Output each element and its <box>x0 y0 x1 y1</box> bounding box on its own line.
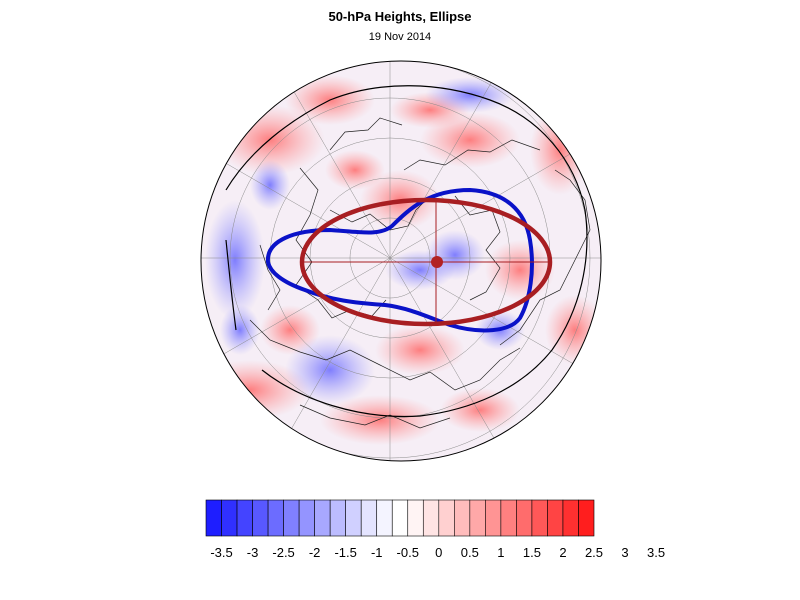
colorbar-tick-label: 2.5 <box>585 545 603 560</box>
positive-anomaly-region <box>325 150 385 190</box>
colorbar-tick-label: -0.5 <box>397 545 419 560</box>
colorbar-swatch <box>329 499 346 537</box>
negative-anomaly-region <box>425 230 485 280</box>
negative-anomaly-region <box>220 305 260 355</box>
colorbar-tick-label: 0.5 <box>461 545 479 560</box>
colorbar-swatch <box>485 499 502 537</box>
colorbar-swatch <box>360 499 378 537</box>
positive-anomaly-region <box>320 395 440 445</box>
colorbar-swatch <box>547 499 564 537</box>
colorbar-swatch <box>407 499 424 537</box>
colorbar-tick-label: 2 <box>559 545 566 560</box>
colorbar-tick-label: -3.5 <box>210 545 232 560</box>
colorbar-tick-label: 1.5 <box>523 545 541 560</box>
chart-title: 50-hPa Heights, Ellipse <box>328 9 472 24</box>
vortex-edge-contour <box>265 187 534 333</box>
positive-anomaly-region <box>440 388 520 432</box>
colorbar-swatch <box>314 499 331 537</box>
colorbar-tick-label: 0 <box>435 545 442 560</box>
ellipse-center-marker <box>431 256 443 268</box>
colorbar-swatch <box>578 499 595 537</box>
colorbar-swatch <box>438 499 455 537</box>
colorbar-tick-label: -1.5 <box>334 545 356 560</box>
chart-subtitle: 19 Nov 2014 <box>368 31 432 43</box>
colorbar-swatch <box>376 499 393 537</box>
colorbar-swatch <box>298 499 315 537</box>
colorbar-tick-label: -3 <box>247 545 259 560</box>
colorbar-swatch <box>283 499 300 537</box>
colorbar-tick-label: -2.5 <box>272 545 294 560</box>
colorbar-swatch <box>252 499 269 537</box>
colorbar-tick-label: -1 <box>371 545 383 560</box>
colorbar-swatch <box>454 499 471 537</box>
colorbar-swatch <box>205 499 222 537</box>
colorbar-tick-label: 1 <box>497 545 504 560</box>
colorbar-swatch <box>345 499 362 537</box>
positive-anomaly-region <box>485 240 555 300</box>
colorbar-swatch <box>221 499 238 537</box>
colorbar-swatch <box>267 499 284 537</box>
colorbar-swatch <box>422 499 440 537</box>
reference-height-contours <box>225 85 588 418</box>
negative-anomaly-region <box>205 200 265 320</box>
colorbar-swatch <box>236 499 253 537</box>
colorbar-swatch <box>391 499 409 537</box>
colorbar-swatch <box>531 499 548 537</box>
colorbar-tick-label: 3.5 <box>647 545 665 560</box>
colorbar-tick-label: -2 <box>309 545 321 560</box>
colorbar-swatch <box>562 499 579 537</box>
negative-anomaly-region <box>285 335 375 405</box>
globe-outline <box>200 60 602 462</box>
colorbar-swatch <box>516 499 533 537</box>
negative-anomaly-region <box>250 160 290 210</box>
colorbar-swatch <box>469 499 486 537</box>
colorbar-swatch <box>500 499 517 537</box>
colorbar-tick-label: 3 <box>621 545 628 560</box>
